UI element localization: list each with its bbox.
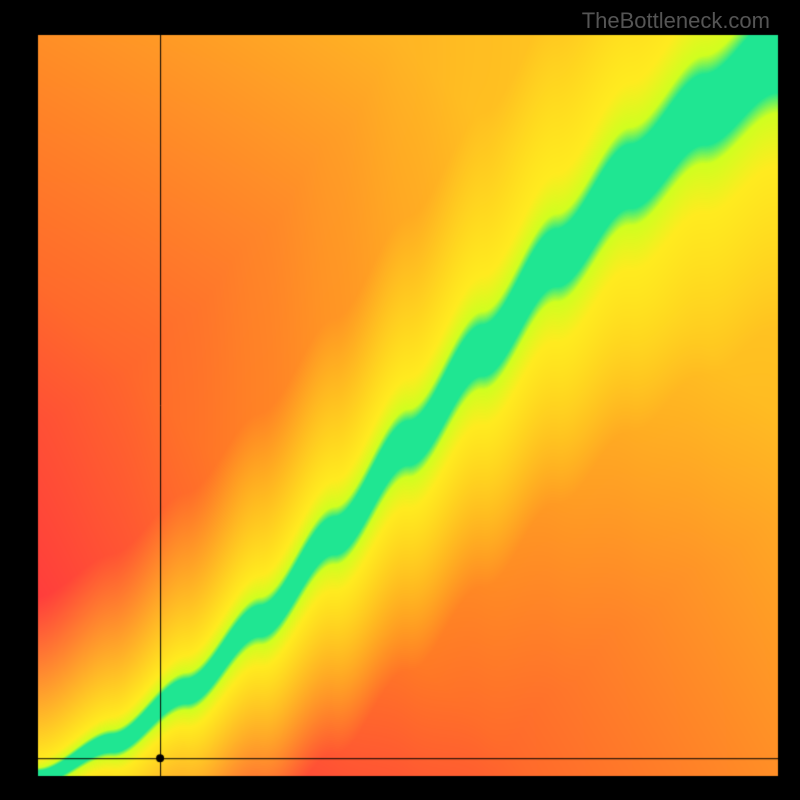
watermark-text: TheBottleneck.com [582, 8, 770, 34]
chart-container: TheBottleneck.com [0, 0, 800, 800]
bottleneck-heatmap [0, 0, 800, 800]
